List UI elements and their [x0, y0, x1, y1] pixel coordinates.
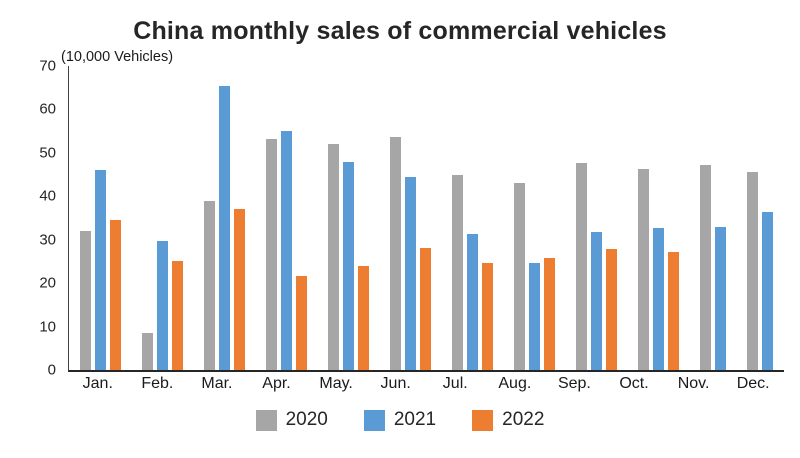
x-label-dec: Dec. — [736, 375, 770, 392]
x-label-jan: Jan. — [82, 375, 113, 392]
bar-2021-jul — [467, 234, 478, 370]
bar-2021-jan — [94, 170, 106, 370]
bar-2020-oct — [638, 168, 650, 370]
bar-2021-may — [342, 161, 354, 370]
x-label-oct: Oct. — [619, 375, 649, 392]
bar-2022-mar — [233, 208, 245, 370]
bar-2020-dec — [747, 171, 759, 370]
y-tick-0: 0 — [47, 361, 56, 379]
x-label-jun: Jun. — [380, 375, 411, 392]
y-tick-30: 30 — [39, 231, 56, 249]
legend-label-2021: 2021 — [393, 409, 437, 430]
legend-swatch-2020 — [255, 409, 277, 431]
bar-2021-feb — [156, 240, 168, 370]
bar-group-feb — [141, 66, 183, 370]
legend-label-2020: 2020 — [285, 409, 328, 430]
bar-group-nov — [700, 66, 727, 370]
bar-group-jul — [452, 66, 493, 370]
bar-2020-jul — [452, 175, 463, 370]
bar-2021-mar — [218, 86, 230, 370]
bar-2021-aug — [529, 262, 541, 370]
y-axis-unit-label: (10,000 Vehicles) — [61, 49, 174, 65]
bar-group-aug — [514, 66, 556, 370]
bar-2020-apr — [265, 138, 277, 370]
legend-swatch-2022 — [472, 409, 494, 431]
bar-2021-sep — [591, 232, 603, 370]
y-tick-50: 50 — [39, 144, 56, 162]
bar-2022-jan — [109, 220, 121, 370]
bar-2022-aug — [544, 257, 556, 370]
bar-group-mar — [203, 66, 245, 370]
bar-2020-nov — [700, 164, 712, 370]
bar-2022-jun — [419, 247, 431, 370]
bar-2021-oct — [653, 228, 665, 370]
x-label-apr: Apr. — [262, 375, 291, 392]
bar-group-jan — [79, 66, 121, 370]
bar-group-dec — [747, 66, 774, 370]
bar-2022-apr — [295, 275, 307, 370]
bar-2020-jun — [389, 137, 401, 370]
bar-group-may — [327, 66, 369, 370]
legend: 2020 2021 2022 — [0, 409, 800, 431]
bar-group-jun — [389, 66, 431, 370]
x-label-mar: Mar. — [201, 375, 233, 392]
bar-2021-apr — [280, 131, 292, 370]
bar-group-apr — [265, 66, 307, 370]
x-label-aug: Aug. — [498, 375, 532, 392]
plot-area — [68, 66, 784, 372]
bar-2021-dec — [762, 211, 774, 370]
bar-2022-jul — [482, 263, 493, 370]
chart-title: China monthly sales of commercial vehicl… — [133, 17, 667, 45]
x-label-may: May. — [319, 375, 353, 392]
bar-2022-may — [357, 266, 369, 370]
x-label-jul: Jul. — [442, 375, 468, 392]
legend-item-2020: 2020 — [255, 409, 328, 431]
x-label-feb: Feb. — [141, 375, 174, 392]
y-tick-70: 70 — [39, 57, 56, 75]
bar-2021-jun — [404, 176, 416, 370]
bar-2022-oct — [668, 251, 680, 370]
legend-item-2022: 2022 — [472, 409, 544, 431]
bar-2020-mar — [203, 200, 215, 370]
bar-2021-nov — [715, 226, 727, 370]
bar-group-sep — [576, 66, 618, 370]
bar-2020-aug — [514, 182, 526, 370]
y-tick-10: 10 — [39, 318, 56, 336]
y-tick-40: 40 — [39, 187, 56, 205]
bar-group-oct — [638, 66, 680, 370]
legend-label-2022: 2022 — [502, 409, 545, 430]
x-label-nov: Nov. — [677, 375, 710, 392]
bar-2020-jan — [79, 231, 91, 370]
legend-item-2021: 2021 — [363, 409, 437, 431]
bar-2022-sep — [606, 248, 618, 370]
bar-2020-sep — [576, 162, 588, 370]
y-axis: 0 10 20 30 40 50 60 70 — [20, 58, 56, 379]
legend-swatch-2021 — [363, 409, 385, 431]
y-tick-60: 60 — [39, 100, 56, 118]
y-tick-20: 20 — [39, 274, 56, 292]
x-label-sep: Sep. — [557, 375, 591, 392]
x-axis: Jan. Feb. Mar. Apr. May. Jun. Jul. Aug. Sep. Oct.… — [68, 375, 783, 393]
bar-2020-feb — [141, 333, 153, 370]
bar-2020-may — [327, 144, 339, 370]
bar-2022-feb — [171, 261, 183, 370]
